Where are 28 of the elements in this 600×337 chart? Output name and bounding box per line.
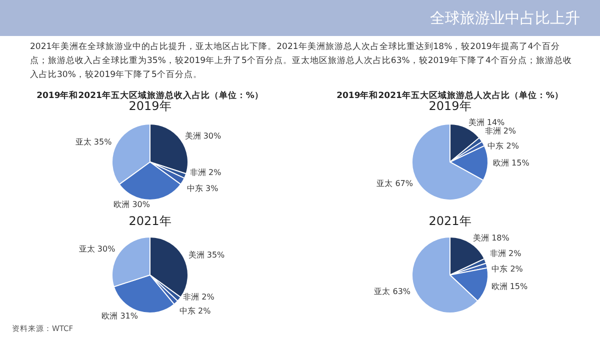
slice-label: 美洲 14% [468, 118, 506, 128]
slice-label: 中东 2% [492, 264, 524, 274]
chart-title: 2021年 [128, 213, 172, 230]
slice-label: 美洲 30% [184, 132, 222, 141]
slice-label: 非洲 2% [190, 168, 222, 177]
slice-label: 欧洲 15% [492, 158, 530, 168]
slice-label: 亚太 63% [374, 287, 411, 296]
text: 2021年美洲在全球旅游业中的占比提升，亚太地区占比下降。2021年美洲旅游总人次占全球比重达到18%，较2019年提高了4个百分点；旅游总收入占全球比重为35%，较2019年上升了5个百分点。亚太地区旅游总人次占比63%，较2019年下降了4个百分点；旅游总收入占比30%，较2019年下降了5个百分点。 [30, 40, 573, 82]
chart-subtitle: 2019年和2021年五大区域旅游总人次占比（单位：%） [336, 90, 564, 101]
slice-label: 中东 2% [488, 141, 520, 150]
chart-title: 2019年 [128, 99, 172, 115]
slice-label: 亚太 35% [75, 137, 112, 146]
text: 全球旅游业中占比上升 [0, 0, 600, 36]
slice-label: 中东 2% [179, 306, 212, 316]
chart-subtitle: 2019年和2021年五大区域旅游总收入占比（单位：%） [36, 90, 264, 101]
slice-label: 美洲 35% [188, 250, 226, 260]
slice-label: 非洲 2% [484, 126, 516, 136]
slice-label: 非洲 2% [183, 292, 215, 302]
slice-label: 中东 3% [187, 184, 219, 193]
chart-title: 2021年 [428, 213, 472, 230]
slice-label: 亚太 30% [78, 244, 116, 254]
chart-title: 2019年 [428, 99, 472, 115]
slice-label: 欧洲 15% [491, 282, 528, 291]
slice-label: 欧洲 31% [102, 311, 138, 320]
slice-label: 欧洲 30% [114, 200, 150, 209]
slice-label: 美洲 18% [473, 234, 510, 243]
slice-label: 亚太 67% [376, 178, 414, 188]
slice-label: 非洲 2% [490, 249, 522, 258]
